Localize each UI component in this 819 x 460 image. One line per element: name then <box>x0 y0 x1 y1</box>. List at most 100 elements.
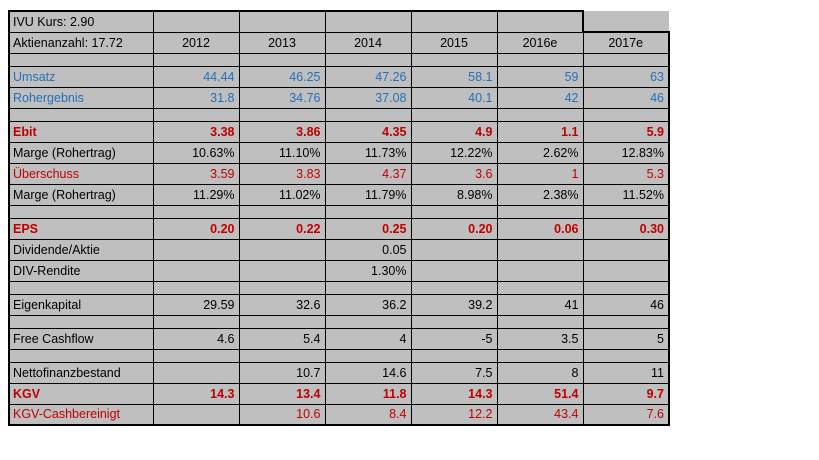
table-cell[interactable]: 7.6 <box>582 403 670 426</box>
row-label[interactable]: DIV-Rendite <box>8 259 154 282</box>
table-cell[interactable] <box>496 10 584 33</box>
table-cell[interactable]: 10.63% <box>152 141 240 164</box>
table-cell[interactable]: 0.06 <box>496 217 584 240</box>
spacer-cell[interactable] <box>8 204 154 219</box>
spacer-cell[interactable] <box>8 348 154 363</box>
table-cell[interactable] <box>324 10 412 33</box>
table-cell[interactable] <box>496 280 584 295</box>
table-cell[interactable] <box>582 348 670 363</box>
table-cell[interactable] <box>496 204 584 219</box>
table-cell[interactable] <box>152 314 240 329</box>
table-cell[interactable]: 41 <box>496 293 584 316</box>
table-cell[interactable]: 11.52% <box>582 183 670 206</box>
table-cell[interactable]: 8.4 <box>324 403 412 426</box>
table-cell[interactable] <box>582 259 670 282</box>
table-cell[interactable]: 11.8 <box>324 382 412 405</box>
table-cell[interactable]: 1 <box>496 162 584 185</box>
table-cell[interactable]: -5 <box>410 327 498 350</box>
table-cell[interactable]: 7.5 <box>410 361 498 384</box>
table-cell[interactable]: 11 <box>582 361 670 384</box>
row-label[interactable]: Dividende/Aktie <box>8 238 154 261</box>
spacer-cell[interactable] <box>8 107 154 122</box>
table-cell[interactable]: 46 <box>582 293 670 316</box>
table-cell[interactable] <box>324 314 412 329</box>
table-cell[interactable]: 5.4 <box>238 327 326 350</box>
table-cell[interactable] <box>410 238 498 261</box>
table-cell[interactable]: 14.3 <box>410 382 498 405</box>
table-cell[interactable] <box>152 361 240 384</box>
table-cell[interactable]: 11.02% <box>238 183 326 206</box>
row-label[interactable]: Marge (Rohertrag) <box>8 183 154 206</box>
row-label[interactable]: Nettofinanzbestand <box>8 361 154 384</box>
table-cell[interactable] <box>238 348 326 363</box>
table-cell[interactable]: 47.26 <box>324 65 412 88</box>
table-cell[interactable]: 1.30% <box>324 259 412 282</box>
table-cell[interactable]: 3.83 <box>238 162 326 185</box>
table-cell[interactable] <box>410 348 498 363</box>
table-cell[interactable]: 14.6 <box>324 361 412 384</box>
table-cell[interactable] <box>324 348 412 363</box>
table-cell[interactable]: 3.6 <box>410 162 498 185</box>
table-cell[interactable]: 3.59 <box>152 162 240 185</box>
table-cell[interactable] <box>324 52 412 67</box>
table-cell[interactable]: 8 <box>496 361 584 384</box>
table-cell[interactable] <box>152 348 240 363</box>
table-cell[interactable] <box>496 348 584 363</box>
table-cell[interactable] <box>152 107 240 122</box>
row-label[interactable]: Marge (Rohertrag) <box>8 141 154 164</box>
table-cell[interactable] <box>152 52 240 67</box>
table-cell[interactable]: 46.25 <box>238 65 326 88</box>
table-cell[interactable]: 14.3 <box>152 382 240 405</box>
spacer-cell[interactable] <box>8 314 154 329</box>
table-cell[interactable] <box>324 107 412 122</box>
spacer-cell[interactable] <box>8 280 154 295</box>
table-cell[interactable]: 0.20 <box>410 217 498 240</box>
table-cell[interactable]: 32.6 <box>238 293 326 316</box>
table-cell[interactable]: 39.2 <box>410 293 498 316</box>
table-cell[interactable]: 3.38 <box>152 120 240 143</box>
table-cell[interactable]: 11.29% <box>152 183 240 206</box>
table-cell[interactable]: 5.9 <box>582 120 670 143</box>
row-label[interactable]: Free Cashflow <box>8 327 154 350</box>
table-cell[interactable]: 0.22 <box>238 217 326 240</box>
table-cell[interactable]: 63 <box>582 65 670 88</box>
row-label[interactable]: IVU Kurs: 2.90 <box>8 10 154 33</box>
table-cell[interactable]: 44.44 <box>152 65 240 88</box>
table-cell[interactable] <box>410 259 498 282</box>
table-cell[interactable] <box>410 10 498 33</box>
table-cell[interactable]: 8.98% <box>410 183 498 206</box>
table-cell[interactable] <box>496 238 584 261</box>
table-cell[interactable] <box>152 280 240 295</box>
column-header[interactable]: 2017e <box>582 31 670 54</box>
table-cell[interactable]: 4.6 <box>152 327 240 350</box>
table-cell[interactable]: 40.1 <box>410 86 498 109</box>
table-cell[interactable]: 12.83% <box>582 141 670 164</box>
table-cell[interactable]: 11.73% <box>324 141 412 164</box>
table-cell[interactable] <box>582 314 670 329</box>
table-cell[interactable]: 11.79% <box>324 183 412 206</box>
table-cell[interactable] <box>583 11 669 32</box>
table-cell[interactable]: 29.59 <box>152 293 240 316</box>
table-cell[interactable]: 12.2 <box>410 403 498 426</box>
table-cell[interactable]: 0.30 <box>582 217 670 240</box>
row-label[interactable]: EPS <box>8 217 154 240</box>
row-label[interactable]: Aktienanzahl: 17.72 <box>8 31 154 54</box>
table-cell[interactable]: 2.38% <box>496 183 584 206</box>
table-cell[interactable] <box>238 107 326 122</box>
table-cell[interactable] <box>238 52 326 67</box>
table-cell[interactable] <box>238 314 326 329</box>
table-cell[interactable]: 37.08 <box>324 86 412 109</box>
table-cell[interactable] <box>324 280 412 295</box>
table-cell[interactable] <box>582 107 670 122</box>
row-label[interactable]: KGV-Cashbereinigt <box>8 403 154 426</box>
column-header[interactable]: 2015 <box>410 31 498 54</box>
table-cell[interactable] <box>238 204 326 219</box>
table-cell[interactable]: 4.37 <box>324 162 412 185</box>
table-cell[interactable] <box>582 204 670 219</box>
table-cell[interactable]: 3.86 <box>238 120 326 143</box>
table-cell[interactable]: 42 <box>496 86 584 109</box>
table-cell[interactable] <box>496 107 584 122</box>
table-cell[interactable]: 43.4 <box>496 403 584 426</box>
table-cell[interactable]: 5 <box>582 327 670 350</box>
row-label[interactable]: Ebit <box>8 120 154 143</box>
